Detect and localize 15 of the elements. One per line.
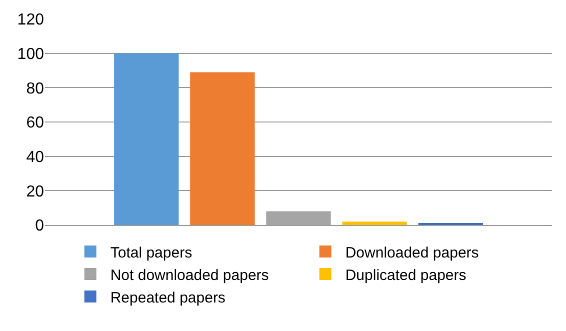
legend-label: Repeated papers [110,289,226,306]
y-tick-label: 40 [26,148,44,166]
y-tick-label: 100 [17,46,44,63]
y-tick-label: 80 [26,80,44,98]
bar [190,72,255,225]
bar [114,53,179,225]
y-tick-label: 0 [35,218,44,235]
legend-label: Not downloaded papers [110,266,269,284]
y-tick-label: 120 [17,12,44,29]
bar [342,222,407,225]
legend-label: Downloaded papers [345,244,479,262]
legend-label: Duplicated papers [345,266,466,284]
y-tick-label: 20 [26,183,44,200]
y-tick-label: 60 [26,114,44,132]
legend-label: Total papers [110,244,192,262]
